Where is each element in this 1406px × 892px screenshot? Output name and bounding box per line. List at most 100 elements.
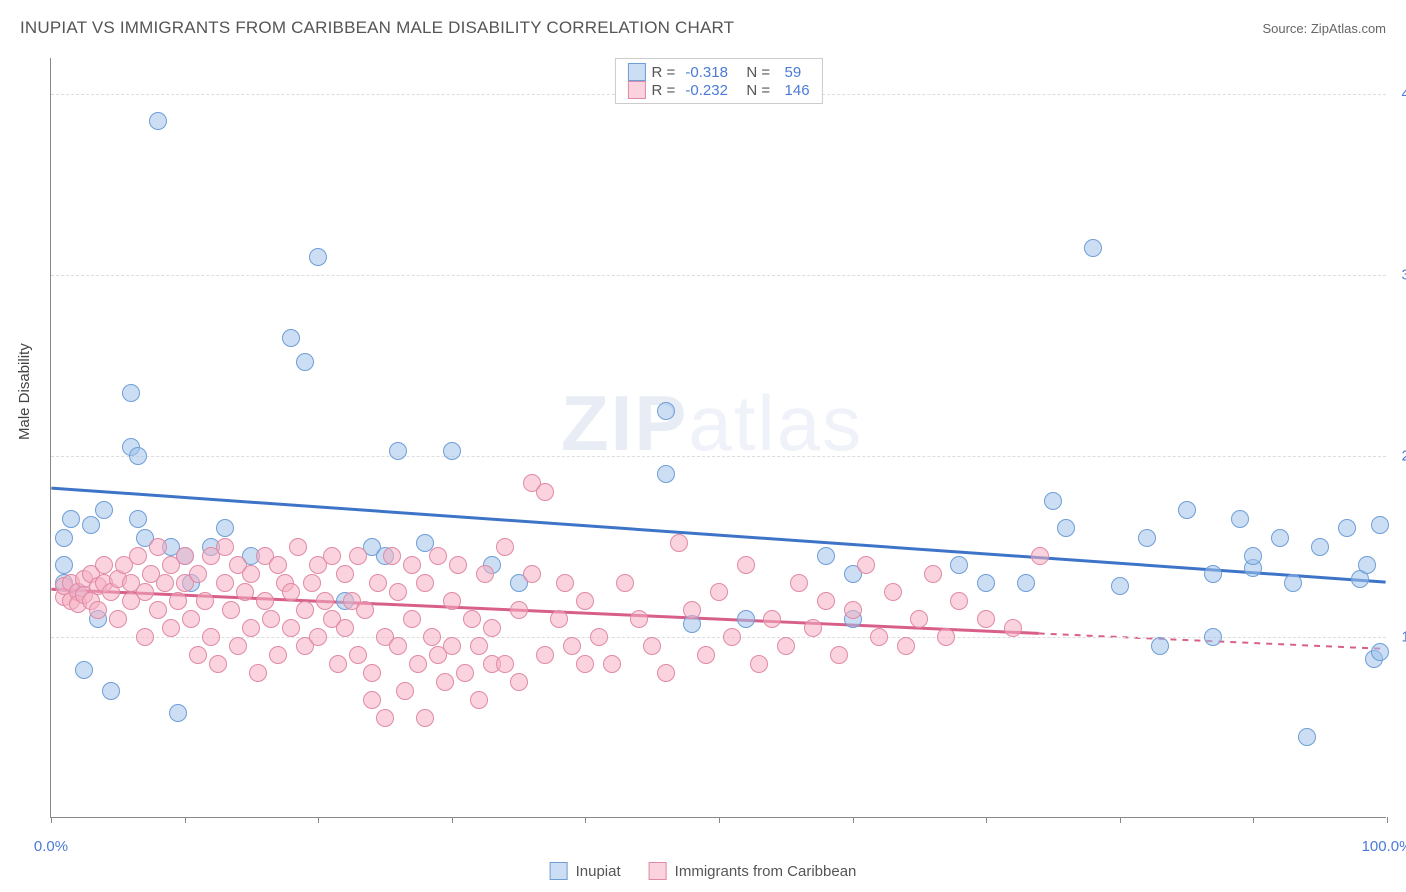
scatter-point-caribbean xyxy=(436,673,454,691)
scatter-point-caribbean xyxy=(603,655,621,673)
legend-swatch xyxy=(550,862,568,880)
scatter-point-inupiat xyxy=(389,442,407,460)
scatter-point-inupiat xyxy=(102,682,120,700)
x-tick xyxy=(1120,817,1121,823)
scatter-point-caribbean xyxy=(363,691,381,709)
scatter-point-caribbean xyxy=(216,538,234,556)
scatter-point-inupiat xyxy=(1084,239,1102,257)
scatter-point-inupiat xyxy=(1284,574,1302,592)
scatter-point-caribbean xyxy=(316,592,334,610)
scatter-point-caribbean xyxy=(136,583,154,601)
x-tick xyxy=(185,817,186,823)
scatter-point-caribbean xyxy=(269,646,287,664)
scatter-point-caribbean xyxy=(269,556,287,574)
scatter-point-caribbean xyxy=(710,583,728,601)
scatter-point-inupiat xyxy=(1111,577,1129,595)
scatter-point-caribbean xyxy=(376,709,394,727)
scatter-point-inupiat xyxy=(75,661,93,679)
scatter-point-caribbean xyxy=(109,610,127,628)
scatter-point-caribbean xyxy=(777,637,795,655)
scatter-point-caribbean xyxy=(296,601,314,619)
scatter-point-inupiat xyxy=(1338,519,1356,537)
legend-swatch xyxy=(627,63,645,81)
scatter-point-inupiat xyxy=(1151,637,1169,655)
scatter-point-inupiat xyxy=(62,510,80,528)
scatter-point-inupiat xyxy=(1231,510,1249,528)
scatter-point-caribbean xyxy=(282,619,300,637)
scatter-point-caribbean xyxy=(884,583,902,601)
scatter-point-inupiat xyxy=(950,556,968,574)
scatter-point-caribbean xyxy=(136,628,154,646)
scatter-point-caribbean xyxy=(523,565,541,583)
scatter-point-inupiat xyxy=(122,384,140,402)
scatter-point-caribbean xyxy=(790,574,808,592)
scatter-point-inupiat xyxy=(1178,501,1196,519)
scatter-point-caribbean xyxy=(349,547,367,565)
scatter-point-caribbean xyxy=(857,556,875,574)
legend-n-label: N = xyxy=(734,82,779,99)
scatter-point-caribbean xyxy=(336,565,354,583)
scatter-point-caribbean xyxy=(202,628,220,646)
scatter-point-caribbean xyxy=(536,646,554,664)
scatter-point-caribbean xyxy=(262,610,280,628)
scatter-point-inupiat xyxy=(1371,643,1389,661)
legend-stats-row: R = -0.232 N = 146 xyxy=(627,81,809,99)
scatter-point-inupiat xyxy=(296,353,314,371)
legend-item-inupiat: Inupiat xyxy=(550,862,621,880)
scatter-point-inupiat xyxy=(1204,565,1222,583)
scatter-point-caribbean xyxy=(149,601,167,619)
scatter-point-caribbean xyxy=(897,637,915,655)
x-tick xyxy=(1387,817,1388,823)
scatter-point-caribbean xyxy=(763,610,781,628)
y-tick-label: 30.0% xyxy=(1401,267,1406,284)
scatter-point-inupiat xyxy=(737,610,755,628)
scatter-point-caribbean xyxy=(496,655,514,673)
scatter-point-caribbean xyxy=(1004,619,1022,637)
scatter-point-caribbean xyxy=(242,565,260,583)
scatter-point-caribbean xyxy=(423,628,441,646)
scatter-point-caribbean xyxy=(804,619,822,637)
scatter-point-caribbean xyxy=(169,592,187,610)
scatter-point-caribbean xyxy=(470,691,488,709)
x-tick xyxy=(853,817,854,823)
legend-label: Inupiat xyxy=(576,863,621,880)
scatter-point-caribbean xyxy=(282,583,300,601)
scatter-point-caribbean xyxy=(182,610,200,628)
scatter-point-caribbean xyxy=(249,664,267,682)
scatter-point-caribbean xyxy=(222,601,240,619)
gridline xyxy=(51,275,1386,276)
scatter-point-caribbean xyxy=(89,601,107,619)
scatter-point-caribbean xyxy=(216,574,234,592)
scatter-point-caribbean xyxy=(670,534,688,552)
scatter-point-inupiat xyxy=(55,556,73,574)
gridline xyxy=(51,456,1386,457)
scatter-point-inupiat xyxy=(55,529,73,547)
scatter-point-caribbean xyxy=(389,637,407,655)
scatter-point-caribbean xyxy=(236,583,254,601)
scatter-point-inupiat xyxy=(977,574,995,592)
y-tick-label: 40.0% xyxy=(1401,86,1406,103)
x-tick-label: 100.0% xyxy=(1362,838,1406,855)
watermark-bold: ZIP xyxy=(561,379,688,467)
x-tick-label: 0.0% xyxy=(34,838,68,855)
scatter-point-inupiat xyxy=(657,465,675,483)
scatter-point-caribbean xyxy=(657,664,675,682)
legend-swatch xyxy=(627,81,645,99)
scatter-point-inupiat xyxy=(149,112,167,130)
scatter-point-caribbean xyxy=(510,673,528,691)
scatter-point-caribbean xyxy=(1031,547,1049,565)
scatter-point-caribbean xyxy=(556,574,574,592)
scatter-point-caribbean xyxy=(550,610,568,628)
scatter-point-inupiat xyxy=(95,501,113,519)
legend-swatch xyxy=(649,862,667,880)
legend-r-value: -0.232 xyxy=(685,82,728,99)
scatter-point-caribbean xyxy=(95,556,113,574)
scatter-point-caribbean xyxy=(356,601,374,619)
scatter-point-caribbean xyxy=(416,574,434,592)
scatter-point-caribbean xyxy=(383,547,401,565)
scatter-point-caribbean xyxy=(697,646,715,664)
scatter-point-caribbean xyxy=(309,628,327,646)
scatter-point-caribbean xyxy=(196,592,214,610)
scatter-point-caribbean xyxy=(303,574,321,592)
plot-area: ZIPatlas R = -0.318 N = 59R = -0.232 N =… xyxy=(50,58,1386,818)
